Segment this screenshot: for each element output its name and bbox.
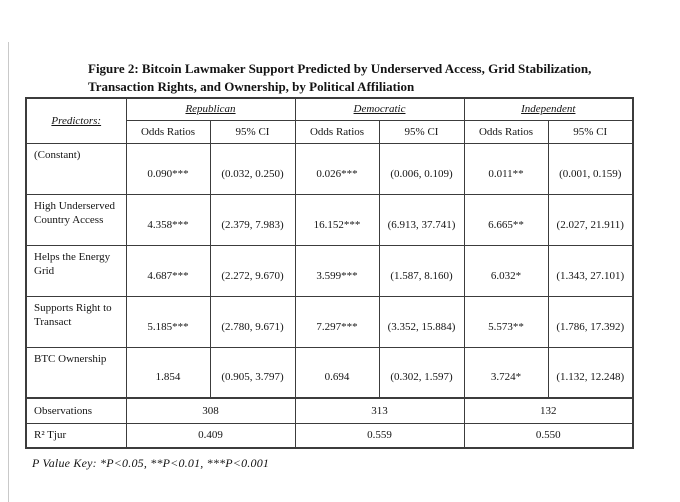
subheader-odds-democratic: Odds Ratios — [294, 119, 380, 144]
group-label: Independent — [521, 103, 576, 116]
summary-label: Observations — [25, 397, 127, 424]
figure-title-line-2: Transaction Rights, and Ownership, by Po… — [88, 78, 415, 94]
ci-cell: (2.027, 21.911) — [547, 193, 634, 246]
group-header-republican: Republican — [125, 97, 296, 121]
odds-cell: 0.026*** — [294, 142, 380, 195]
ci-cell: (2.272, 9.670) — [209, 244, 296, 297]
page-edge-line — [8, 42, 9, 502]
group-label: Democratic — [353, 103, 406, 116]
figure-title: Figure 2: Bitcoin Lawmaker Support Predi… — [25, 60, 632, 95]
predictor-row-constant: (Constant) 0.090*** (0.032, 0.250) 0.026… — [25, 142, 634, 195]
odds-cell: 5.185*** — [125, 295, 211, 348]
group-header-independent: Independent — [463, 97, 634, 121]
group-header-democratic: Democratic — [294, 97, 465, 121]
predictors-header: Predictors: — [51, 114, 102, 127]
ci-cell: (1.786, 17.392) — [547, 295, 634, 348]
odds-cell: 3.724* — [463, 346, 549, 399]
predictor-label: BTC Ownership — [25, 346, 127, 399]
subheader-ci-republican: 95% CI — [209, 119, 296, 144]
figure-title-line-1: Figure 2: Bitcoin Lawmaker Support Predi… — [88, 61, 592, 76]
observations-republican: 308 — [125, 397, 296, 424]
ci-cell: (0.032, 0.250) — [209, 142, 296, 195]
predictor-row-btc-ownership: BTC Ownership 1.854 (0.905, 3.797) 0.694… — [25, 346, 634, 399]
predictor-label: (Constant) — [25, 142, 127, 195]
ci-cell: (1.587, 8.160) — [378, 244, 465, 297]
predictor-row-underserved-access: High Underserved Country Access 4.358***… — [25, 193, 634, 246]
regression-results-table: Predictors: Republican Democratic Indepe… — [25, 97, 635, 449]
odds-cell: 1.854 — [125, 346, 211, 399]
odds-cell: 5.573** — [463, 295, 549, 348]
r2-democratic: 0.559 — [294, 422, 465, 449]
summary-label: R² Tjur — [25, 422, 127, 449]
r2-republican: 0.409 — [125, 422, 296, 449]
ci-cell: (0.001, 0.159) — [547, 142, 634, 195]
subheader-ci-democratic: 95% CI — [378, 119, 465, 144]
odds-cell: 4.687*** — [125, 244, 211, 297]
predictor-label: Helps the Energy Grid — [25, 244, 127, 297]
subheader-ci-independent: 95% CI — [547, 119, 634, 144]
subheader-odds-independent: Odds Ratios — [463, 119, 549, 144]
ci-cell: (1.343, 27.101) — [547, 244, 634, 297]
p-value-key: P Value Key: *P<0.05, **P<0.01, ***P<0.0… — [32, 456, 270, 470]
observations-independent: 132 — [463, 397, 634, 424]
odds-cell: 6.665** — [463, 193, 549, 246]
predictor-row-right-to-transact: Supports Right to Transact 5.185*** (2.7… — [25, 295, 634, 348]
odds-cell: 3.599*** — [294, 244, 380, 297]
odds-cell: 0.090*** — [125, 142, 211, 195]
ci-cell: (2.379, 7.983) — [209, 193, 296, 246]
ci-cell: (0.006, 0.109) — [378, 142, 465, 195]
group-label: Republican — [185, 103, 236, 116]
observations-row: Observations 308 313 132 — [25, 397, 634, 424]
subheader-row: Odds Ratios 95% CI Odds Ratios 95% CI Od… — [26, 119, 634, 144]
odds-cell: 6.032* — [463, 244, 549, 297]
r2-independent: 0.550 — [463, 422, 634, 449]
figure-content: Figure 2: Bitcoin Lawmaker Support Predi… — [25, 60, 635, 471]
odds-cell: 0.011** — [463, 142, 549, 195]
r2-tjur-row: R² Tjur 0.409 0.559 0.550 — [25, 422, 634, 449]
ci-cell: (0.302, 1.597) — [378, 346, 465, 399]
subheader-odds-republican: Odds Ratios — [125, 119, 211, 144]
predictor-row-energy-grid: Helps the Energy Grid 4.687*** (2.272, 9… — [25, 244, 634, 297]
odds-cell: 16.152*** — [294, 193, 380, 246]
ci-cell: (1.132, 12.248) — [547, 346, 634, 399]
group-header-row: Predictors: Republican Democratic Indepe… — [25, 97, 634, 144]
predictor-label: Supports Right to Transact — [25, 295, 127, 348]
odds-cell: 0.694 — [294, 346, 380, 399]
ci-cell: (2.780, 9.671) — [209, 295, 296, 348]
odds-cell: 7.297*** — [294, 295, 380, 348]
predictor-label: High Underserved Country Access — [25, 193, 127, 246]
ci-cell: (6.913, 37.741) — [378, 193, 465, 246]
ci-cell: (0.905, 3.797) — [209, 346, 296, 399]
predictors-header-cell: Predictors: — [25, 97, 127, 144]
ci-cell: (3.352, 15.884) — [378, 295, 465, 348]
observations-democratic: 313 — [294, 397, 465, 424]
odds-cell: 4.358*** — [125, 193, 211, 246]
